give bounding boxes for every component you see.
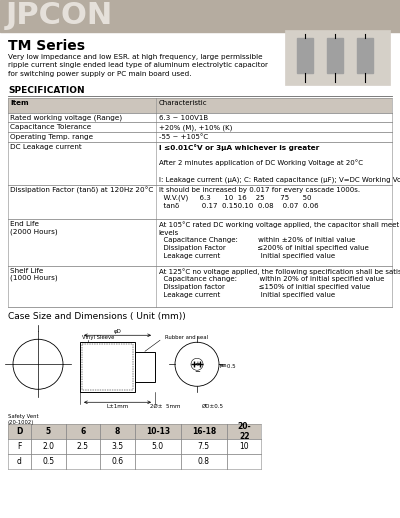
- Text: JPCON: JPCON: [6, 2, 113, 31]
- Text: +20% (M), +10% (K): +20% (M), +10% (K): [159, 124, 232, 131]
- Text: TM Series: TM Series: [8, 39, 85, 53]
- Bar: [135, 352, 155, 382]
- Text: 7.5: 7.5: [198, 442, 210, 451]
- Bar: [8, 185, 392, 219]
- Bar: [8, 142, 392, 185]
- Bar: [8, 132, 392, 142]
- Text: L±1mm: L±1mm: [106, 404, 129, 409]
- Bar: [8, 122, 392, 132]
- Bar: [66, 439, 100, 454]
- Text: 10-13: 10-13: [146, 427, 170, 436]
- Bar: [66, 424, 100, 439]
- Bar: [82, 344, 133, 390]
- Text: 0.8: 0.8: [198, 457, 210, 466]
- Bar: [8, 112, 392, 122]
- Text: Vinyl Sleeve: Vinyl Sleeve: [82, 335, 114, 340]
- Text: 2.5: 2.5: [77, 442, 89, 451]
- Bar: [8, 219, 392, 266]
- Bar: [227, 439, 262, 454]
- Text: 0.5: 0.5: [42, 457, 54, 466]
- Text: 8: 8: [115, 427, 120, 436]
- Bar: [31, 454, 66, 469]
- Bar: [227, 424, 262, 439]
- Bar: [285, 30, 390, 85]
- Text: 2Ø±  5mm: 2Ø± 5mm: [150, 404, 180, 409]
- Text: Safety Vent
(20-1002): Safety Vent (20-1002): [8, 414, 39, 425]
- Bar: [66, 454, 100, 469]
- Text: D: D: [16, 427, 23, 436]
- Text: ØD±0.5: ØD±0.5: [202, 404, 224, 409]
- Bar: [8, 454, 31, 469]
- Bar: [227, 454, 262, 469]
- Text: 3.5: 3.5: [111, 442, 124, 451]
- Bar: [8, 266, 392, 307]
- Bar: [135, 439, 181, 454]
- Text: 6.3 ~ 100V1B: 6.3 ~ 100V1B: [159, 114, 208, 121]
- Text: Item: Item: [10, 100, 29, 106]
- Text: 6: 6: [80, 427, 86, 436]
- Text: 10: 10: [239, 442, 249, 451]
- Bar: [31, 424, 66, 439]
- Text: Dissipation Factor (tanδ) at 120Hz 20°C: Dissipation Factor (tanδ) at 120Hz 20°C: [10, 187, 153, 194]
- Bar: [327, 38, 343, 73]
- Text: −: −: [194, 369, 200, 375]
- Text: Shelf Life
(1000 Hours): Shelf Life (1000 Hours): [10, 268, 58, 281]
- Text: SPECIFICATION: SPECIFICATION: [8, 86, 85, 95]
- Bar: [8, 439, 31, 454]
- Text: 0.6: 0.6: [111, 457, 124, 466]
- Bar: [297, 38, 313, 73]
- Bar: [357, 38, 373, 73]
- Text: Characteristic: Characteristic: [159, 100, 208, 106]
- Bar: [31, 439, 66, 454]
- Bar: [8, 424, 31, 439]
- Text: P=0.5: P=0.5: [220, 364, 237, 369]
- Text: Rubber and seal: Rubber and seal: [165, 335, 208, 340]
- Bar: [181, 439, 227, 454]
- Text: After 2 minutes application of DC Working Voltage at 20°C

I: Leakage current (μ: After 2 minutes application of DC Workin…: [159, 151, 400, 182]
- Text: At 125°C no voltage applied, the following specification shall be satisfied.
  C: At 125°C no voltage applied, the followi…: [159, 268, 400, 298]
- Bar: [100, 424, 135, 439]
- Text: I ≤0.01C°V or 3μA whichever is greater: I ≤0.01C°V or 3μA whichever is greater: [159, 144, 319, 151]
- Text: 20-
22: 20- 22: [237, 422, 251, 441]
- Text: +: +: [194, 361, 200, 367]
- Bar: [0, 0, 400, 32]
- Text: Capacitance Tolerance: Capacitance Tolerance: [10, 124, 91, 131]
- Text: Very low impedance and low ESR. at high frequency, large permissible
ripple curr: Very low impedance and low ESR. at high …: [8, 54, 268, 77]
- Text: 5: 5: [46, 427, 51, 436]
- Text: φD: φD: [114, 329, 122, 334]
- Text: 5.0: 5.0: [152, 442, 164, 451]
- Bar: [100, 439, 135, 454]
- Text: Case Size and Dimensions ( Unit (mm)): Case Size and Dimensions ( Unit (mm)): [8, 312, 186, 321]
- Text: DC Leakage current: DC Leakage current: [10, 144, 82, 150]
- Text: It should be increased by 0.017 for every cascade 1000s.
  W.V.(V)     6.3      : It should be increased by 0.017 for ever…: [159, 187, 360, 209]
- Bar: [80, 342, 135, 392]
- Text: -55 ~ +105°C: -55 ~ +105°C: [159, 134, 208, 140]
- Text: End Life
(2000 Hours): End Life (2000 Hours): [10, 221, 58, 235]
- Text: Operating Temp. range: Operating Temp. range: [10, 134, 93, 140]
- Bar: [181, 454, 227, 469]
- Text: At 105°C rated DC working voltage applied, the capacitor shall meet the followin: At 105°C rated DC working voltage applie…: [159, 221, 400, 259]
- Bar: [181, 424, 227, 439]
- Text: 2.0: 2.0: [42, 442, 54, 451]
- Text: F: F: [17, 442, 22, 451]
- Bar: [135, 424, 181, 439]
- Bar: [8, 98, 392, 112]
- Text: Rated working voltage (Range): Rated working voltage (Range): [10, 114, 122, 121]
- Text: d: d: [17, 457, 22, 466]
- Bar: [100, 454, 135, 469]
- Text: 16-18: 16-18: [192, 427, 216, 436]
- Bar: [135, 454, 181, 469]
